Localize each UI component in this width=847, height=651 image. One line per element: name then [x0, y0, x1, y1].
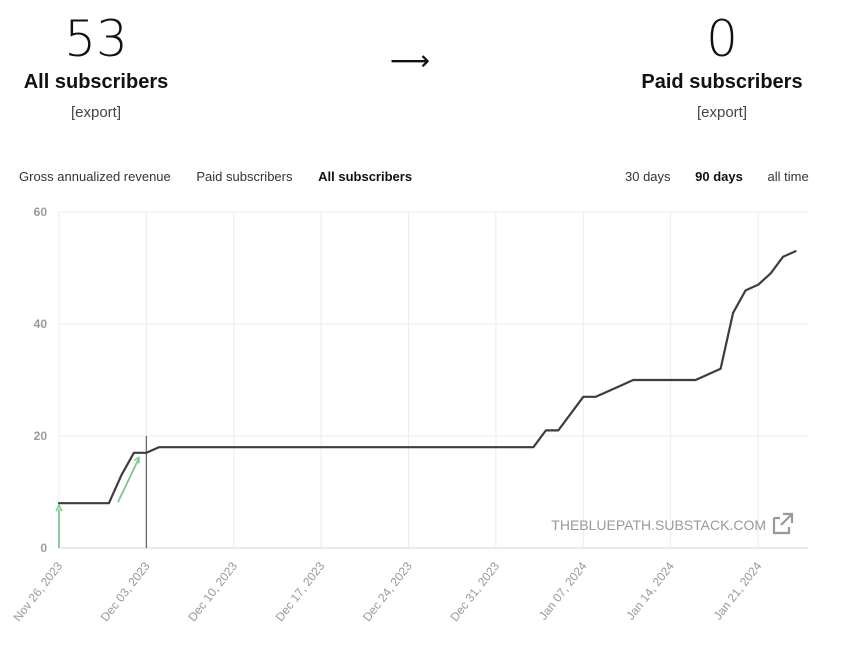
- x-tick-label: Nov 26, 2023: [10, 559, 65, 624]
- tab-30-days[interactable]: 30 days: [625, 169, 671, 184]
- all-subscribers-label: All subscribers: [23, 71, 169, 93]
- x-tick-label: Jan 14, 2024: [623, 559, 677, 623]
- tab-gross-annualized-revenue[interactable]: Gross annualized revenue: [19, 169, 171, 184]
- y-tick-label: 40: [34, 317, 48, 331]
- all-subscribers-count: 53: [64, 10, 128, 68]
- tab-all-subscribers[interactable]: All subscribers: [318, 169, 413, 184]
- chart-axes: 0 20 40 60 Nov 26, 2023 Dec 03, 2023 Dec 10, 2…: [10, 205, 764, 624]
- x-tick-label: Dec 10, 2023: [185, 559, 240, 624]
- export-paid-subscribers-link[interactable]: [export]: [696, 104, 748, 121]
- x-tick-label: Dec 31, 2023: [447, 559, 502, 624]
- arrow-icon: ⟶: [390, 44, 431, 77]
- tab-all-time[interactable]: all time: [767, 169, 809, 184]
- x-tick-label: Dec 17, 2023: [273, 559, 328, 624]
- paid-subscribers-label: Paid subscribers: [641, 71, 803, 93]
- tab-paid-subscribers[interactable]: Paid subscribers: [196, 169, 293, 184]
- green-growth-arrowhead: [133, 456, 140, 464]
- export-all-subscribers-link[interactable]: [export]: [70, 104, 122, 121]
- paid-subscribers-stat: 0 Paid subscribers [export]: [636, 14, 808, 121]
- metric-tabs: Gross annualized revenue Paid subscriber…: [19, 169, 434, 184]
- all-subscribers-series-line: [57, 250, 797, 505]
- y-tick-label: 20: [34, 429, 48, 443]
- tab-90-days[interactable]: 90 days: [695, 169, 743, 184]
- chart-markers: [55, 436, 148, 548]
- y-tick-label: 0: [40, 541, 47, 555]
- chart-series: [57, 250, 797, 505]
- green-marker-arrowhead: [55, 503, 63, 512]
- all-subscribers-stat: 53 All subscribers [export]: [16, 14, 176, 121]
- substack-watermark[interactable]: THEBLUEPATH.SUBSTACK.COM: [551, 517, 766, 533]
- x-tick-label: Dec 24, 2023: [360, 559, 415, 624]
- x-tick-label: Jan 21, 2024: [711, 559, 765, 623]
- paid-subscribers-count: 0: [706, 10, 738, 68]
- x-tick-label: Jan 07, 2024: [536, 559, 590, 623]
- chart-grid: [58, 211, 808, 549]
- range-tabs: 30 days 90 days all time: [625, 169, 830, 184]
- x-tick-label: Dec 03, 2023: [98, 559, 153, 624]
- external-link-icon[interactable]: [772, 512, 794, 535]
- subscribers-line-chart: 0 20 40 60 Nov 26, 2023 Dec 03, 2023 Dec 10, 2…: [10, 205, 808, 624]
- y-tick-label: 60: [34, 205, 48, 219]
- green-growth-arrow: [117, 458, 140, 503]
